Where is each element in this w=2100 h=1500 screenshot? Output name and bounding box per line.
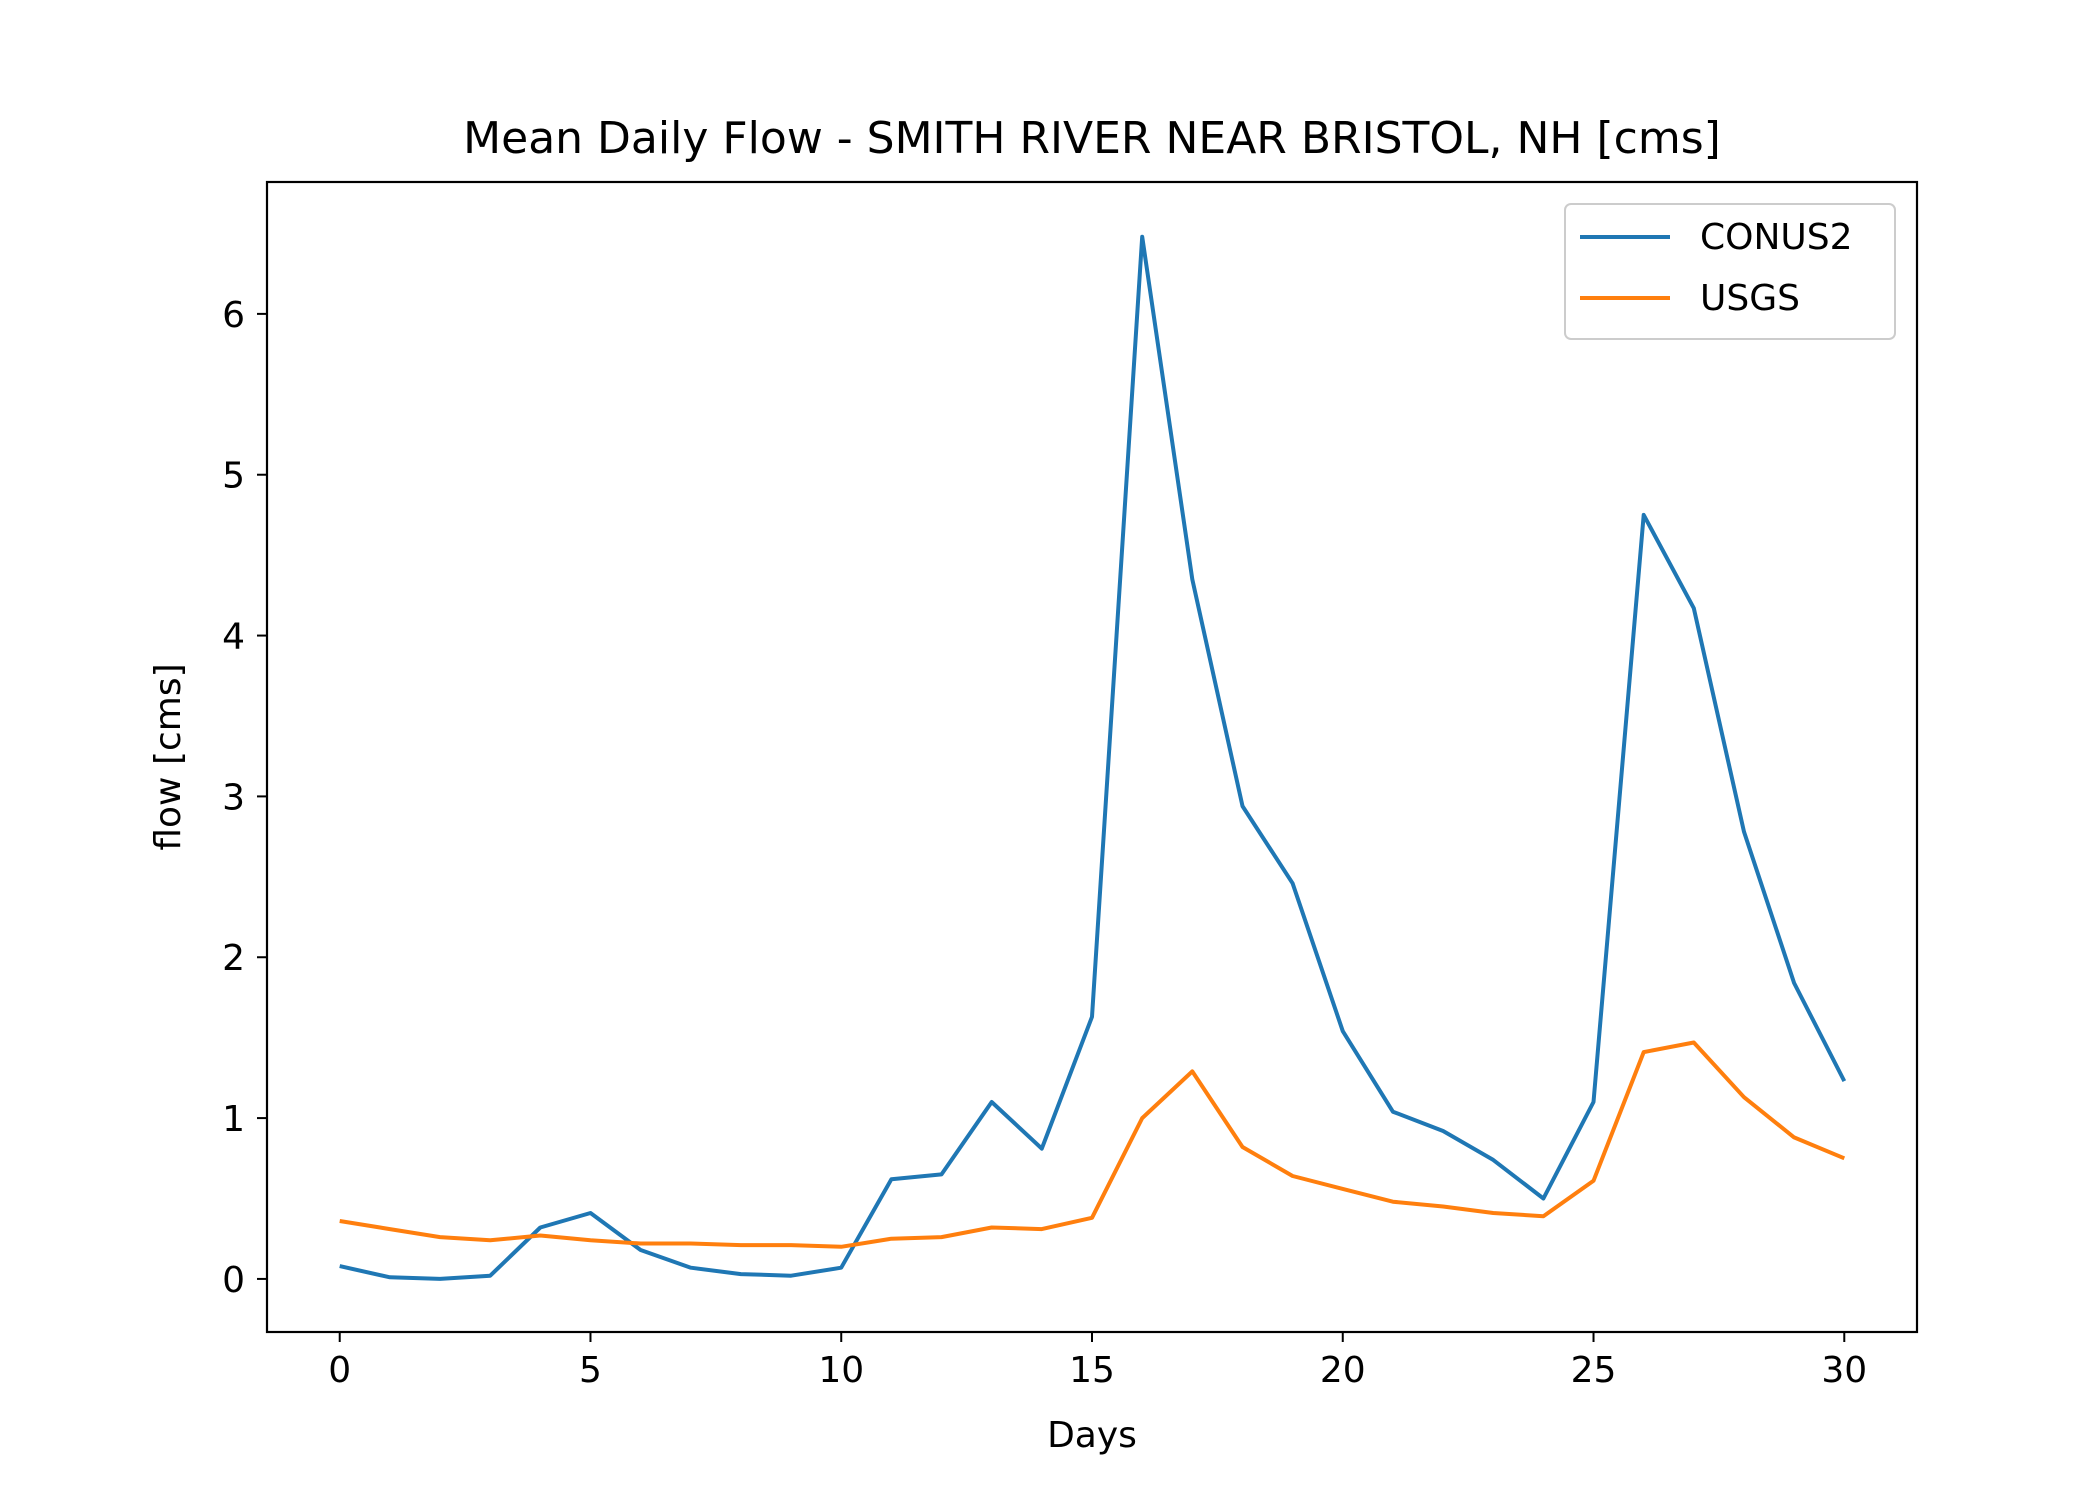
ticks-layer: 0 5 10 15 20 25 30 0 1 2 3 4 5 6 [222, 295, 1867, 1391]
y-tick-label: 6 [222, 295, 245, 336]
y-tick-label: 5 [222, 456, 245, 497]
y-tick-label: 0 [222, 1260, 245, 1301]
x-tick-label: 5 [579, 1350, 602, 1391]
x-tick-label: 20 [1320, 1350, 1366, 1391]
legend-label-conus2: CONUS2 [1700, 217, 1853, 258]
x-tick-label: 15 [1069, 1350, 1115, 1391]
series-line-usgs [339, 1040, 1846, 1249]
x-tick-label: 10 [818, 1350, 864, 1391]
legend-label-usgs: USGS [1700, 278, 1800, 319]
x-tick-label: 25 [1571, 1350, 1617, 1391]
series-line-conus2 [339, 234, 1847, 1281]
y-tick-label: 2 [222, 938, 245, 979]
chart-title: Mean Daily Flow - SMITH RIVER NEAR BRIST… [463, 113, 1721, 164]
x-axis-label: Days [1047, 1415, 1137, 1456]
series-layer [339, 234, 1847, 1281]
y-tick-label: 4 [222, 617, 245, 658]
y-tick-label: 3 [222, 777, 245, 818]
plot-frame [265, 180, 1919, 1334]
x-tick-label: 30 [1821, 1350, 1867, 1391]
y-axis-label: flow [cms] [148, 663, 189, 850]
x-tick-label: 0 [328, 1350, 351, 1391]
y-tick-label: 1 [222, 1099, 245, 1140]
legend: CONUS2 USGS [1564, 203, 1896, 340]
